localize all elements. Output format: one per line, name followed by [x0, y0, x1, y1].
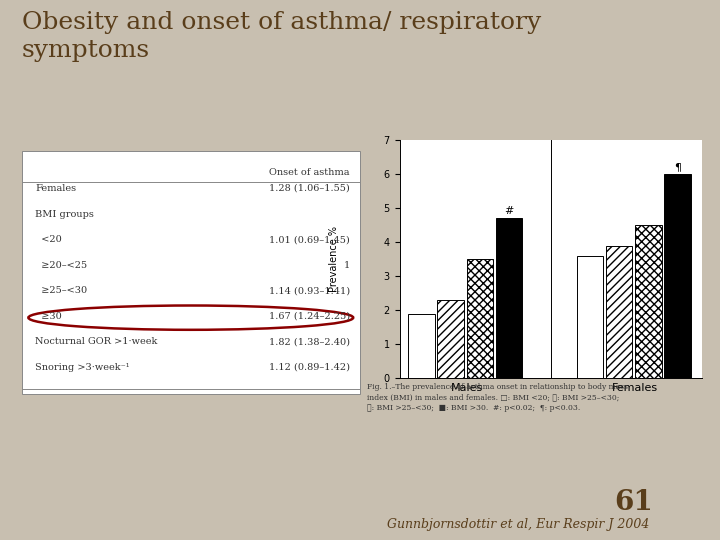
Text: BMI groups: BMI groups [35, 210, 94, 219]
Text: ≥20–<25: ≥20–<25 [35, 260, 87, 269]
Bar [665, 174, 690, 378]
Bar [635, 225, 662, 378]
Bar [496, 219, 523, 378]
Bar [438, 300, 464, 378]
Text: ¶: ¶ [674, 162, 681, 172]
Text: Nocturnal GOR >1·week: Nocturnal GOR >1·week [35, 337, 158, 346]
Text: Onset of asthma: Onset of asthma [269, 168, 350, 177]
Text: Gunnbjornsdottir et al, Eur Respir J 2004: Gunnbjornsdottir et al, Eur Respir J 200… [387, 518, 649, 531]
Text: 1.12 (0.89–1.42): 1.12 (0.89–1.42) [269, 363, 350, 372]
Text: Obesity and onset of asthma/ respiratory
symptoms: Obesity and onset of asthma/ respiratory… [22, 11, 541, 62]
Text: #: # [505, 206, 514, 216]
Text: ≥30: ≥30 [35, 312, 62, 321]
Text: Snoring >3·week⁻¹: Snoring >3·week⁻¹ [35, 363, 130, 372]
Bar [577, 256, 603, 378]
Text: 1.01 (0.69–1.45): 1.01 (0.69–1.45) [269, 235, 350, 244]
Bar [606, 246, 632, 378]
Bar [408, 314, 435, 378]
Text: Females: Females [35, 184, 76, 193]
Text: 1.67 (1.24–2.25): 1.67 (1.24–2.25) [269, 312, 350, 321]
Text: 1.28 (1.06–1.55): 1.28 (1.06–1.55) [269, 184, 350, 193]
Y-axis label: Prevalence %: Prevalence % [329, 226, 339, 292]
Text: 1: 1 [343, 260, 350, 269]
Text: <20: <20 [35, 235, 62, 244]
Text: 1.82 (1.38–2.40): 1.82 (1.38–2.40) [269, 337, 350, 346]
Text: ≥25–<30: ≥25–<30 [35, 286, 87, 295]
Text: Fig. 1.–The prevalence of asthma onset in relationship to body mass
index (BMI) : Fig. 1.–The prevalence of asthma onset i… [367, 383, 628, 412]
Bar [467, 259, 493, 378]
Text: 61: 61 [614, 489, 653, 516]
Text: 1.14 (0.93–1.41): 1.14 (0.93–1.41) [269, 286, 350, 295]
FancyBboxPatch shape [22, 151, 360, 394]
